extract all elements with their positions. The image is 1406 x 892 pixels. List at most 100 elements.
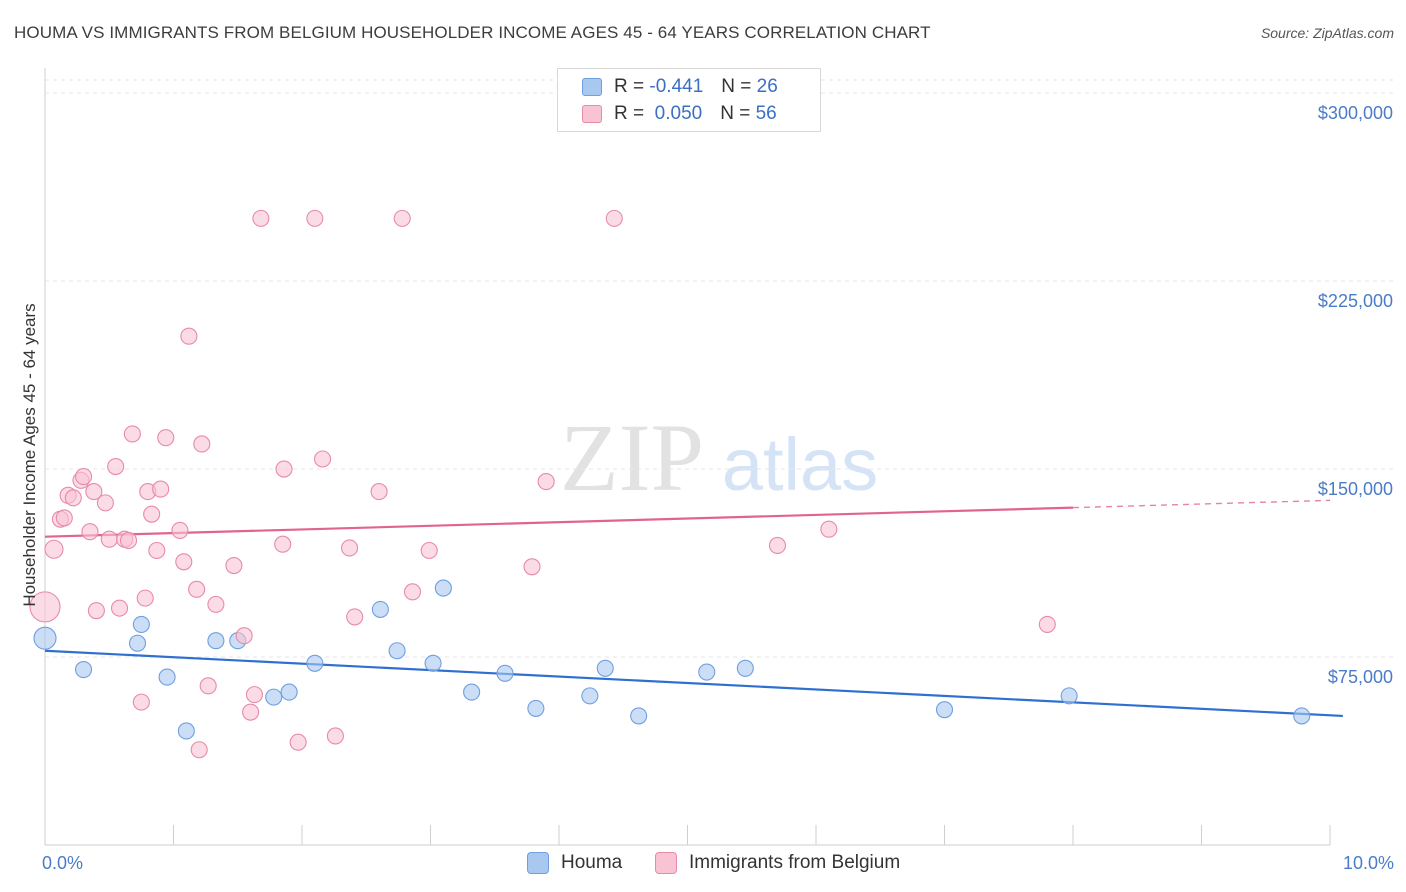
correlation-legend: R = -0.441 N = 26 R = 0.050 N = 56 xyxy=(557,68,821,132)
y-tick-label-0: $75,000 xyxy=(1328,667,1393,687)
point-belgium-35 xyxy=(242,703,260,721)
legend-swatch-belgium xyxy=(655,852,677,874)
point-belgium-21 xyxy=(143,505,161,523)
point-belgium-16 xyxy=(119,531,138,550)
point-belgium-28 xyxy=(188,580,206,598)
y-tick-label-3: $300,000 xyxy=(1318,103,1393,123)
point-belgium-53 xyxy=(768,536,787,555)
point-houma-5 xyxy=(177,722,195,740)
point-houma-17 xyxy=(527,699,545,717)
point-belgium-11 xyxy=(96,494,114,512)
point-belgium-33 xyxy=(225,556,243,575)
point-belgium-36 xyxy=(245,686,264,704)
legend-n-value: 56 xyxy=(755,103,777,124)
point-belgium-25 xyxy=(171,521,189,539)
point-belgium-27 xyxy=(180,327,198,345)
point-houma-22 xyxy=(736,659,754,677)
chart-title: HOUMA VS IMMIGRANTS FROM BELGIUM HOUSEHO… xyxy=(14,23,931,42)
point-belgium-22 xyxy=(148,541,166,560)
point-belgium-9 xyxy=(85,483,103,501)
legend-label-belgium: Immigrants from Belgium xyxy=(689,852,901,873)
trend-line-belgium xyxy=(44,506,1074,538)
point-houma-18 xyxy=(581,687,599,705)
point-belgium-42 xyxy=(314,450,332,468)
legend-swatch-belgium xyxy=(582,105,602,123)
legend-swatch-houma xyxy=(527,852,549,874)
point-houma-3 xyxy=(128,634,147,652)
point-houma-16 xyxy=(496,664,514,682)
legend-n-label: N = xyxy=(721,76,752,97)
point-houma-25 xyxy=(1293,707,1311,725)
point-houma-11 xyxy=(371,600,389,618)
series-legend: Houma Immigrants from Belgium xyxy=(0,852,1406,878)
watermark: ZIP atlas xyxy=(560,404,878,511)
point-houma-24 xyxy=(1060,687,1078,705)
point-belgium-5 xyxy=(64,489,82,507)
legend-label-houma: Houma xyxy=(561,852,623,873)
point-houma-23 xyxy=(935,701,954,719)
point-belgium-10 xyxy=(87,602,105,620)
point-belgium-55 xyxy=(1038,615,1056,633)
point-belgium-24 xyxy=(157,429,175,447)
legend-item-belgium: Immigrants from Belgium xyxy=(655,852,900,874)
point-belgium-8 xyxy=(81,523,99,541)
point-belgium-30 xyxy=(193,435,211,453)
x-tick-label-0: 0.0% xyxy=(42,853,83,873)
y-tick-label-1: $150,000 xyxy=(1318,479,1393,499)
point-belgium-50 xyxy=(523,558,541,576)
point-belgium-52 xyxy=(605,209,623,227)
point-houma-6 xyxy=(207,632,225,650)
point-belgium-32 xyxy=(207,595,225,613)
point-belgium-38 xyxy=(274,535,292,553)
point-belgium-18 xyxy=(132,693,150,711)
y-axis-label: Householder Income Ages 45 - 64 years xyxy=(20,303,39,606)
trend-line-belgium-extension xyxy=(1072,499,1331,509)
trend-lines xyxy=(44,499,1343,718)
point-belgium-26 xyxy=(175,553,193,571)
point-belgium-0 xyxy=(29,591,61,623)
point-belgium-39 xyxy=(275,460,293,478)
point-belgium-54 xyxy=(820,520,838,538)
point-houma-8 xyxy=(265,688,283,706)
legend-swatch-houma xyxy=(582,78,602,96)
watermark-atlas: atlas xyxy=(722,423,878,506)
tick-labels: $75,000 $150,000 $225,000 $300,000 0.0% 10.0% xyxy=(42,103,1394,873)
point-houma-12 xyxy=(388,642,406,660)
legend-n-value: 26 xyxy=(756,76,778,97)
point-belgium-44 xyxy=(340,539,359,557)
point-houma-20 xyxy=(630,707,648,725)
grid-lines xyxy=(45,79,1394,658)
legend-n-label: N = xyxy=(720,103,751,124)
point-houma-2 xyxy=(132,615,150,633)
point-houma-1 xyxy=(75,660,93,679)
point-houma-0 xyxy=(33,626,57,650)
point-belgium-40 xyxy=(289,733,307,751)
point-belgium-7 xyxy=(75,468,93,486)
point-houma-4 xyxy=(158,668,176,686)
point-belgium-1 xyxy=(44,539,64,559)
point-belgium-12 xyxy=(100,530,118,548)
point-houma-9 xyxy=(280,683,298,701)
point-houma-10 xyxy=(306,654,324,672)
point-belgium-31 xyxy=(199,677,217,695)
point-belgium-14 xyxy=(110,599,129,617)
point-belgium-29 xyxy=(190,741,208,759)
legend-r-label: R = xyxy=(614,76,645,97)
legend-item-houma: Houma xyxy=(527,852,622,874)
point-belgium-19 xyxy=(136,589,154,607)
data-points xyxy=(29,209,1311,759)
legend-row-belgium: R = 0.050 N = 56 xyxy=(582,101,777,127)
point-houma-13 xyxy=(424,654,442,672)
point-houma-15 xyxy=(463,683,481,701)
point-houma-21 xyxy=(698,663,716,681)
point-belgium-3 xyxy=(55,509,73,527)
point-houma-14 xyxy=(434,579,452,597)
watermark-zip: ZIP xyxy=(560,404,704,511)
legend-row-houma: R = -0.441 N = 26 xyxy=(582,74,778,100)
point-belgium-37 xyxy=(252,209,270,227)
point-belgium-49 xyxy=(420,541,438,560)
legend-r-value: -0.441 xyxy=(649,76,704,97)
point-belgium-23 xyxy=(152,480,170,498)
point-belgium-17 xyxy=(123,425,141,443)
